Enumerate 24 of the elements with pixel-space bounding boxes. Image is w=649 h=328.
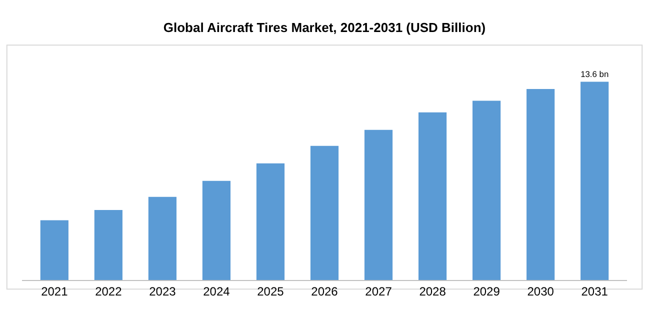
x-tick-label: 2021 [41,284,68,298]
bar [310,146,339,280]
x-tick-label: 2022 [95,284,122,298]
bar [40,220,68,280]
bar [256,163,285,280]
bar [472,100,501,280]
x-tick-label: 2023 [149,284,176,298]
bar [94,210,122,280]
x-tick-label: 2027 [365,284,392,298]
x-tick-label: 2031 [581,284,608,298]
x-tick-label: 2029 [473,284,500,298]
bar [526,89,555,280]
bar [202,180,231,280]
x-tick-label: 2028 [419,284,446,298]
data-label: 13.6 bn [580,68,609,79]
chart-title: Global Aircraft Tires Market, 2021-2031 (USD Billion) [163,20,486,36]
x-tick-label: 2025 [257,284,284,298]
x-tick-label: 2026 [311,284,338,298]
bar [364,130,393,280]
bar [418,112,447,280]
x-tick-label: 2030 [527,284,554,298]
bar [580,82,609,280]
bar [148,196,176,280]
x-tick-label: 2024 [203,284,230,298]
